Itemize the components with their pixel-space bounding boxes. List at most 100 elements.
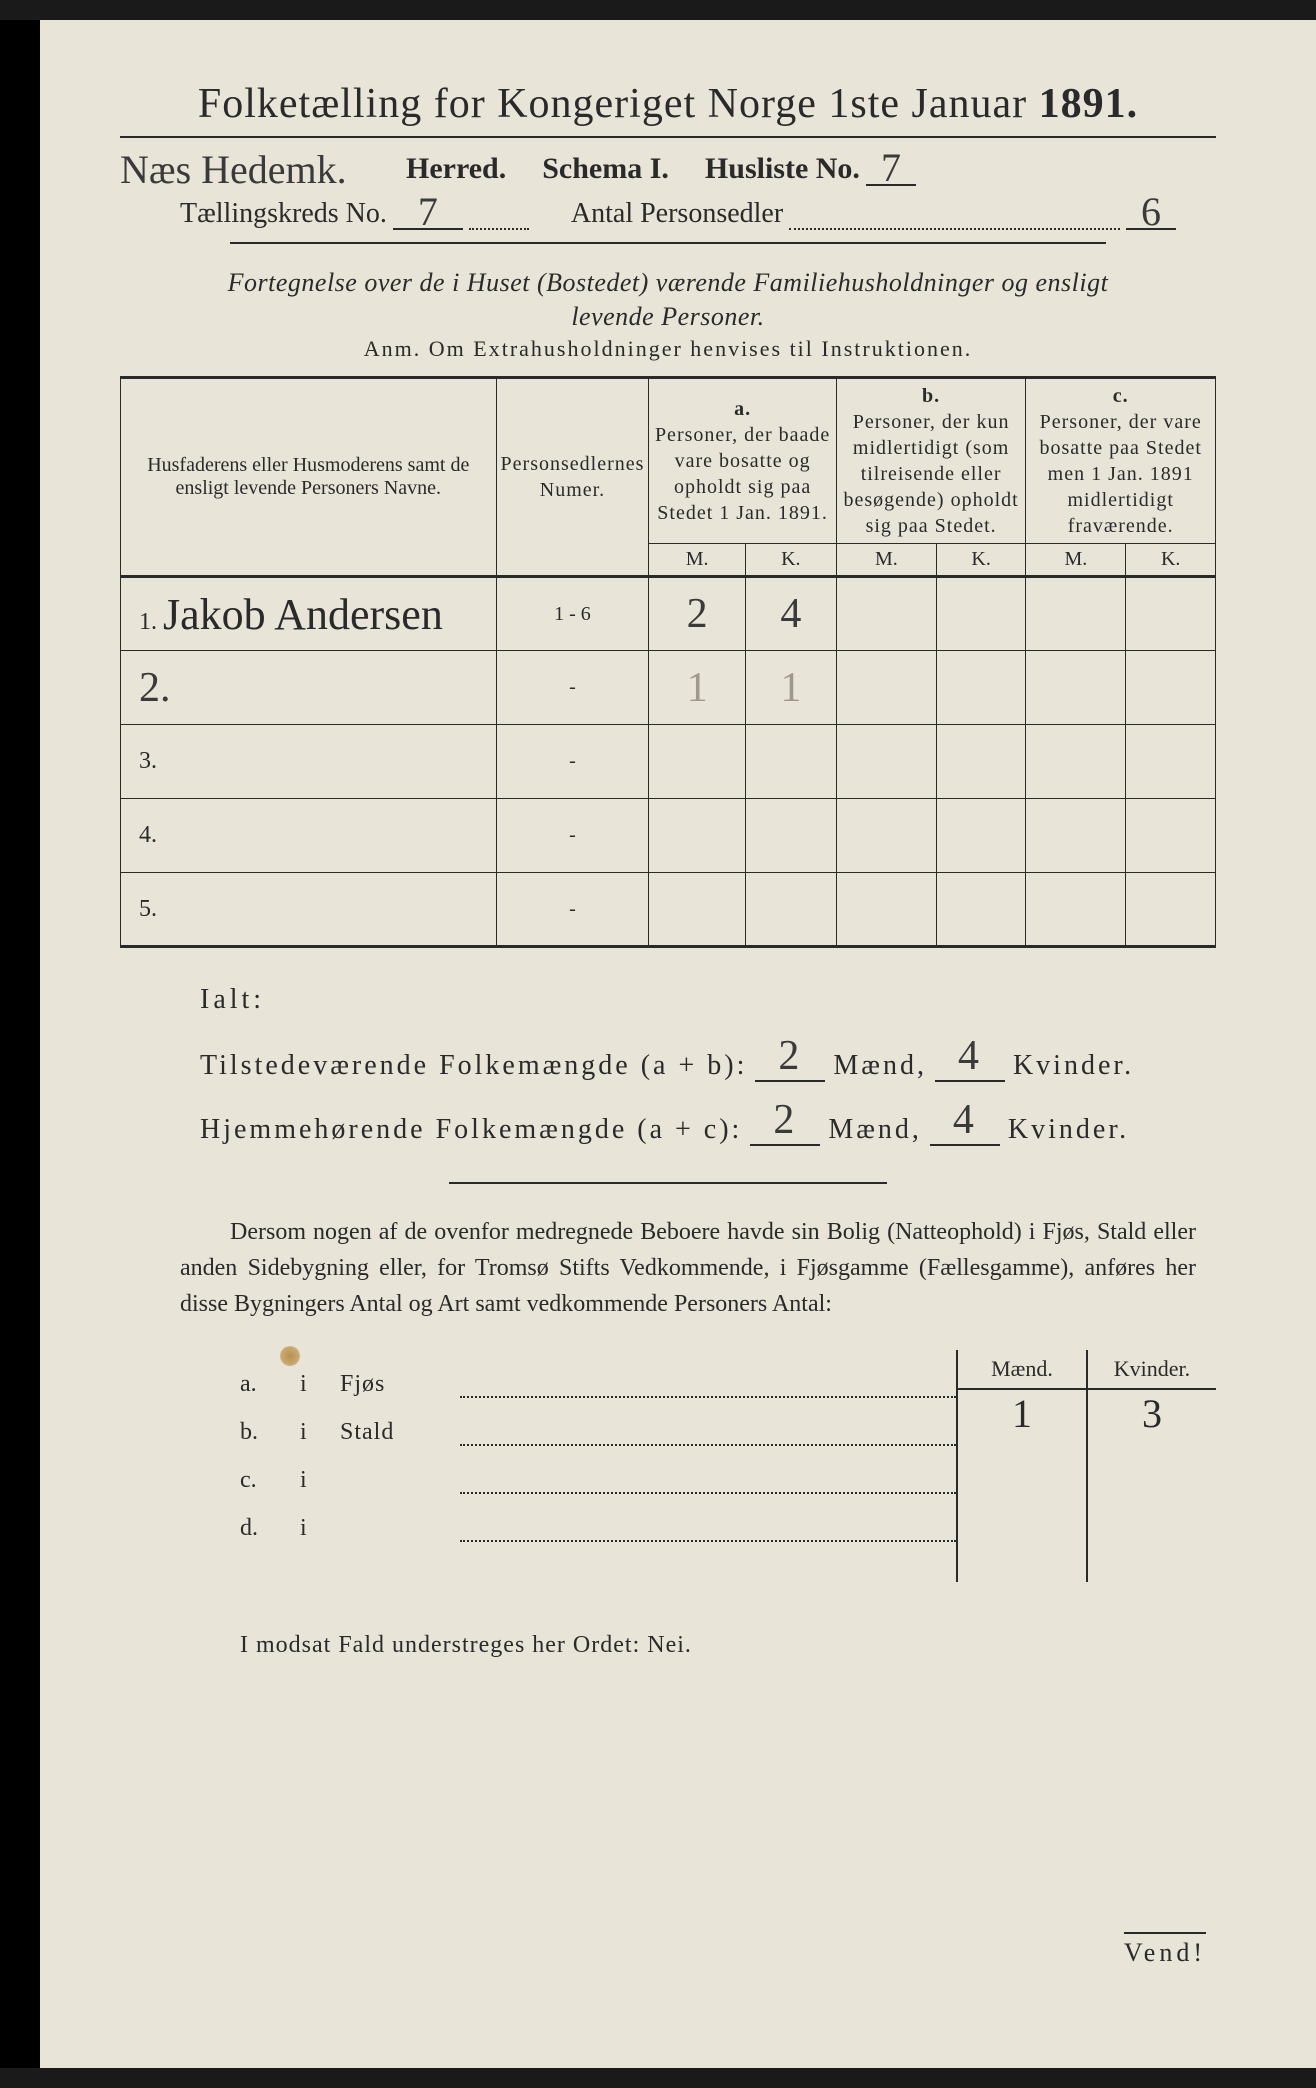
cell-cm <box>1026 577 1126 651</box>
tilstede-m: 2 <box>755 1032 825 1082</box>
header-a-text: Personer, der baade vare bosatte og opho… <box>653 422 831 526</box>
scan-edge <box>0 20 40 2068</box>
title-rule <box>120 136 1216 138</box>
hjemme-row: Hjemmehørende Folkemængde (a + c): 2 Mæn… <box>200 1096 1216 1146</box>
cell-bm <box>836 651 936 725</box>
cell-bk <box>936 651 1026 725</box>
row-i: i <box>300 1467 340 1494</box>
d-m <box>958 1534 1086 1582</box>
row-lab: b. <box>240 1419 300 1446</box>
cell-ak: 1 <box>780 665 801 711</box>
tilstede-k: 4 <box>935 1032 1005 1082</box>
row-lab: a. <box>240 1371 300 1398</box>
row-i: i <box>300 1515 340 1542</box>
dot-fill <box>460 1470 956 1494</box>
cell-ck <box>1126 651 1216 725</box>
stald-m <box>958 1438 1086 1486</box>
dot-fill <box>460 1422 956 1446</box>
maend-label: Mænd, <box>828 1114 922 1146</box>
dot-fill <box>789 199 1120 230</box>
maend-col: Mænd. 1 <box>956 1350 1086 1582</box>
dot-fill <box>460 1518 956 1542</box>
schema-label: Schema I. <box>542 152 669 186</box>
herred-handwritten: Næs Hedemk. <box>120 154 400 186</box>
header-b: b. Personer, der kun midlertidigt (som t… <box>836 378 1026 544</box>
census-form-page: Folketælling for Kongeriget Norge 1ste J… <box>0 20 1316 2068</box>
antal-value: 6 <box>1126 196 1176 230</box>
header-b-text: Personer, der kun midlertidigt (som tilr… <box>841 409 1022 539</box>
row-number: 1. <box>139 609 157 635</box>
cell-num: - <box>496 725 649 799</box>
cell-num: - <box>496 651 649 725</box>
vend-label: Vend! <box>1124 1932 1206 1968</box>
cell-num: 1 - 6 <box>496 577 649 651</box>
header-names: Husfaderens eller Husmoderens samt de en… <box>121 378 497 577</box>
c-k <box>1088 1486 1216 1534</box>
header-a-m: M. <box>649 544 745 577</box>
building-counts: Mænd. 1 Kvinder. 3 <box>956 1350 1216 1582</box>
row-number: 5. <box>121 873 497 947</box>
dot-fill <box>460 1374 956 1398</box>
row-number: 4. <box>121 799 497 873</box>
row-i: i <box>300 1419 340 1446</box>
row-lab: c. <box>240 1467 300 1494</box>
header-c-text: Personer, der vare bosatte paa Stedet me… <box>1030 409 1211 539</box>
antal-label: Antal Personsedler <box>571 198 783 230</box>
kreds-line: Tællingskreds No. 7 Antal Personsedler 6 <box>180 196 1176 230</box>
row-number: 3. <box>121 725 497 799</box>
person-name: Jakob Andersen <box>163 590 443 639</box>
c-m <box>958 1486 1086 1534</box>
cell-am: 1 <box>687 665 708 711</box>
stain-mark <box>280 1346 300 1366</box>
cell-cm <box>1026 651 1126 725</box>
row-word: Stald <box>340 1419 460 1446</box>
header-a-label: a. <box>653 396 831 422</box>
row-word: Fjøs <box>340 1371 460 1398</box>
tilstede-label: Tilstedeværende Folkemængde (a + b): <box>200 1050 747 1082</box>
building-row: d. i <box>240 1494 956 1542</box>
header-names-text: Husfaderens eller Husmoderens samt de en… <box>147 454 469 499</box>
building-row: b. i Stald <box>240 1398 956 1446</box>
kvinder-header: Kvinder. <box>1088 1350 1216 1390</box>
row-lab: d. <box>240 1515 300 1542</box>
anm-note: Anm. Om Extrahusholdninger henvises til … <box>120 336 1216 362</box>
husliste-number: 7 <box>866 152 916 186</box>
household-table: Husfaderens eller Husmoderens samt de en… <box>120 376 1216 948</box>
table-row: 2. - 1 1 <box>121 651 1216 725</box>
kreds-label: Tællingskreds No. <box>180 198 387 230</box>
hjemme-label: Hjemmehørende Folkemængde (a + c): <box>200 1114 742 1146</box>
hjemme-m: 2 <box>750 1096 820 1146</box>
dot-fill <box>469 199 529 230</box>
table-row: 4. - <box>121 799 1216 873</box>
page-title: Folketælling for Kongeriget Norge 1ste J… <box>120 80 1216 128</box>
table-row: 3. - <box>121 725 1216 799</box>
ialt-label: Ialt: <box>200 984 1216 1016</box>
husliste-label: Husliste No. <box>705 152 860 186</box>
maend-label: Mænd, <box>833 1050 927 1082</box>
description-line2: levende Personer. <box>120 302 1216 332</box>
kreds-number: 7 <box>393 196 463 230</box>
header-numer: Personsedlernes Numer. <box>496 378 649 577</box>
para-text: Dersom nogen af de ovenfor medregnede Be… <box>180 1219 1196 1317</box>
table-row: 1. Jakob Andersen 1 - 6 2 4 <box>121 577 1216 651</box>
header-a-k: K. <box>745 544 836 577</box>
table-row: 5. - <box>121 873 1216 947</box>
stald-k <box>1088 1438 1216 1486</box>
description-line1: Fortegnelse over de i Huset (Bostedet) v… <box>120 268 1216 298</box>
building-row: c. i <box>240 1446 956 1494</box>
cell-num: - <box>496 873 649 947</box>
header-a: a. Personer, der baade vare bosatte og o… <box>649 378 836 544</box>
row-number: 2. <box>139 665 171 711</box>
header-c-m: M. <box>1026 544 1126 577</box>
title-text: Folketælling for Kongeriget Norge 1ste J… <box>198 81 1027 127</box>
row-i: i <box>300 1371 340 1398</box>
kvinder-label: Kvinder. <box>1008 1114 1129 1146</box>
mid-rule <box>230 242 1107 244</box>
cell-bm <box>836 577 936 651</box>
building-table: a. i Fjøs b. i Stald c. i d. i <box>240 1350 1216 1582</box>
header-c-label: c. <box>1030 383 1211 409</box>
cell-num: - <box>496 799 649 873</box>
header-b-m: M. <box>836 544 936 577</box>
header-b-k: K. <box>936 544 1026 577</box>
nei-line: I modsat Fald understreges her Ordet: Ne… <box>240 1632 1216 1659</box>
